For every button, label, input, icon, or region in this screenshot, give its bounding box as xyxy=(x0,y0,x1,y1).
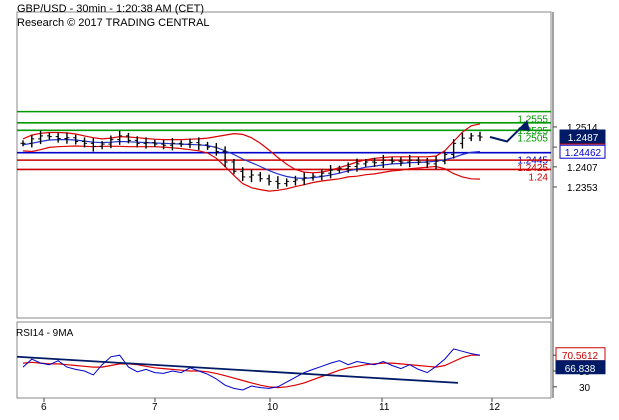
x-tick-label: 11 xyxy=(379,402,390,413)
moving-average-line xyxy=(22,139,481,180)
rsi-badge-label: 66.838 xyxy=(565,364,596,375)
x-tick-label: 10 xyxy=(267,402,279,413)
level-label: 1.24 xyxy=(529,172,549,183)
level-label: 1.2505 xyxy=(517,133,548,144)
price-panel-frame xyxy=(16,11,552,319)
rsi-title: RSI14 - 9MA xyxy=(16,328,74,339)
chart-title: GBP/USD - 30min - 1:20:38 AM (CET) xyxy=(17,3,205,15)
rsi-badge xyxy=(555,360,606,375)
bollinger-upper-line xyxy=(22,123,481,174)
rsi-panel-frame xyxy=(16,321,552,399)
level-label: 1.2525 xyxy=(517,126,548,137)
level-label: 1.2425 xyxy=(517,163,548,174)
x-tick-label: 7 xyxy=(152,402,158,413)
rsi-trendline xyxy=(16,355,459,384)
rsi-line xyxy=(22,348,481,391)
price-tick-label: 1.2514 xyxy=(567,123,598,134)
level-label: 1.2555 xyxy=(517,115,548,126)
price-tick-label: 1.2407 xyxy=(567,163,598,174)
level-label: 1.2445 xyxy=(517,156,548,167)
price-badge-label: 1.24462 xyxy=(565,148,602,159)
rsi-tick-label: 30 xyxy=(579,383,591,394)
bollinger-lower-line xyxy=(22,145,481,192)
price-badge-label: 1.2487 xyxy=(568,133,599,144)
chart-credit: Research © 2017 TRADING CENTRAL xyxy=(17,17,210,29)
price-badge xyxy=(559,129,606,144)
price-badge xyxy=(559,144,606,159)
projection-arrow xyxy=(489,120,528,143)
rsi-ma-line xyxy=(22,354,480,389)
x-tick-label: 6 xyxy=(41,402,47,413)
projection-arrowhead xyxy=(520,119,530,131)
price-tick-label: 1.2353 xyxy=(567,183,598,194)
rsi-badge-label: 70.5612 xyxy=(562,351,599,362)
x-tick-label: 12 xyxy=(489,402,501,413)
